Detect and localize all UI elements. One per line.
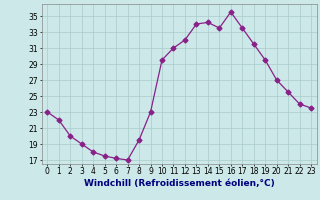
- X-axis label: Windchill (Refroidissement éolien,°C): Windchill (Refroidissement éolien,°C): [84, 179, 275, 188]
